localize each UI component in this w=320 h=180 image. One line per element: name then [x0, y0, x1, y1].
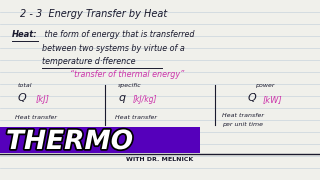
Bar [0, 127, 200, 153]
Text: per unit time: per unit time [222, 122, 263, 127]
Text: Heat transfer: Heat transfer [222, 113, 264, 118]
Text: WITH DR. MELNICK: WITH DR. MELNICK [126, 157, 194, 162]
Text: q: q [118, 93, 125, 103]
Text: Heat transfer: Heat transfer [15, 115, 57, 120]
Text: total: total [18, 83, 33, 88]
Text: power: power [255, 83, 275, 88]
Text: THERMO: THERMO [6, 129, 133, 155]
Text: [kW]: [kW] [263, 95, 283, 104]
Text: specific: specific [118, 83, 142, 88]
Text: between two systems by virtue of a: between two systems by virtue of a [42, 44, 185, 53]
Text: “transfer of thermal energy”: “transfer of thermal energy” [70, 70, 184, 79]
Text: temperature d·fference: temperature d·fference [42, 57, 135, 66]
Text: Heat:: Heat: [12, 30, 38, 39]
Text: Q: Q [18, 93, 27, 103]
Text: Heat transfer: Heat transfer [115, 115, 157, 120]
Text: the form of energy that is transferred: the form of energy that is transferred [42, 30, 195, 39]
Text: Q̇: Q̇ [248, 93, 257, 103]
Text: [kJ/kg]: [kJ/kg] [133, 95, 157, 104]
Text: 2 - 3  Energy Transfer by Heat: 2 - 3 Energy Transfer by Heat [20, 9, 167, 19]
Text: [kJ]: [kJ] [36, 95, 50, 104]
